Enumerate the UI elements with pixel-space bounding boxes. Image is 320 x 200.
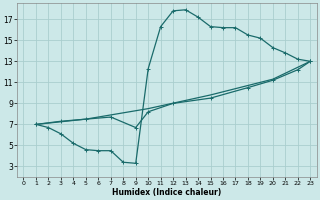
X-axis label: Humidex (Indice chaleur): Humidex (Indice chaleur)	[112, 188, 221, 197]
